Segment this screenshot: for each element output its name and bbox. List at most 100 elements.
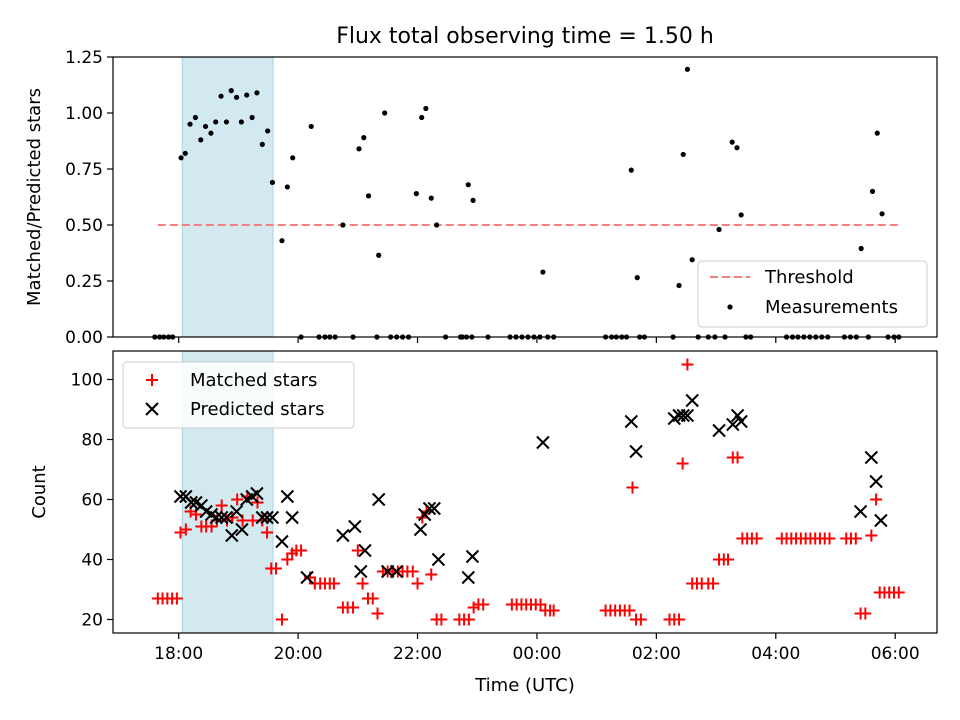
predicted-star-marker xyxy=(354,564,368,579)
measurement-point xyxy=(676,282,682,289)
predicted-star-marker xyxy=(214,510,229,525)
predicted-star-marker xyxy=(372,492,386,507)
predicted-star-marker xyxy=(730,408,745,423)
top-plot-frame xyxy=(112,56,938,338)
predicted-star-marker xyxy=(431,552,446,567)
predicted-star-marker xyxy=(461,570,475,585)
measurement-point xyxy=(218,93,224,99)
predicted-star-marker xyxy=(853,504,868,519)
y-tick-label: 0.25 xyxy=(65,272,103,292)
matched-star-marker xyxy=(673,613,686,626)
measurement-point xyxy=(716,226,722,233)
predicted-star-marker xyxy=(869,474,883,489)
bottom-plot-frame xyxy=(112,350,938,634)
y-tick-label: 0.50 xyxy=(65,216,103,236)
measurement-point xyxy=(874,130,880,136)
legend-matched-swatch xyxy=(146,374,158,386)
top-y-axis-label: Matched/Predicted stars xyxy=(24,88,45,306)
measurement-point xyxy=(423,105,429,112)
matched-star-marker xyxy=(681,358,694,371)
y-tick-label: 0.75 xyxy=(65,160,103,180)
measurement-point xyxy=(376,252,382,258)
predicted-stars-points xyxy=(173,393,888,585)
measurement-point xyxy=(419,114,425,121)
predicted-star-marker xyxy=(629,444,643,459)
x-axis-label: Time (UTC) xyxy=(474,675,575,696)
predicted-star-marker xyxy=(864,450,879,465)
legend-threshold-label: Threshold xyxy=(764,267,854,288)
measurement-point xyxy=(858,245,864,252)
predicted-star-marker xyxy=(336,528,350,543)
matched-star-marker xyxy=(351,544,364,557)
measurement-point xyxy=(223,119,230,125)
measurement-point xyxy=(238,119,244,125)
matched-star-marker xyxy=(411,577,424,590)
predicted-star-marker xyxy=(874,513,888,528)
x-tick-label: 20:00 xyxy=(274,644,323,664)
measurement-point xyxy=(684,66,691,72)
top-legend: Threshold Measurements xyxy=(697,260,928,328)
matched-star-marker xyxy=(477,598,490,611)
x-tick-label: 18:00 xyxy=(154,644,203,664)
predicted-star-marker xyxy=(285,510,299,525)
measurement-point xyxy=(178,155,184,161)
measurement-point xyxy=(265,128,271,134)
measurement-point xyxy=(470,197,476,203)
measurement-point xyxy=(356,146,362,152)
predicted-star-marker xyxy=(680,408,695,423)
y-tick-label: 80 xyxy=(81,431,103,451)
matched-star-marker xyxy=(170,592,183,605)
bottom-axis-ticks: 18:00 20:00 22:00 00:00 02:00 04:00 06:00 20 40 6… xyxy=(71,371,920,665)
predicted-star-marker xyxy=(712,423,726,438)
matched-star-marker xyxy=(849,532,862,545)
measurement-point xyxy=(413,191,419,197)
legend-measurements-swatch xyxy=(727,304,733,310)
measurement-point xyxy=(192,114,198,121)
measurement-point xyxy=(340,222,346,228)
measurement-points xyxy=(152,66,902,340)
predicted-star-marker xyxy=(229,504,244,519)
matched-star-marker xyxy=(870,493,883,506)
legend-predicted-label: Predicted stars xyxy=(190,399,324,420)
matched-star-marker xyxy=(231,493,244,506)
matched-star-marker xyxy=(634,613,647,626)
bottom-legend: Matched stars Predicted stars xyxy=(122,361,355,429)
measurement-point xyxy=(434,222,440,228)
matched-star-marker xyxy=(731,451,744,464)
measurement-point xyxy=(634,275,640,281)
predicted-star-marker xyxy=(536,435,550,450)
measurement-point xyxy=(244,92,250,98)
matched-star-marker xyxy=(626,481,639,494)
predicted-star-marker xyxy=(250,486,264,501)
predicted-star-marker xyxy=(260,510,274,525)
matched-star-marker xyxy=(892,586,905,599)
predicted-star-marker xyxy=(427,501,441,516)
matched-star-marker xyxy=(347,601,360,614)
matched-star-marker xyxy=(215,499,228,512)
predicted-star-marker xyxy=(265,510,280,525)
predicted-star-marker xyxy=(624,414,638,429)
measurement-point xyxy=(465,182,471,188)
measurement-point xyxy=(308,123,314,130)
x-tick-label: 04:00 xyxy=(751,644,800,664)
measurement-point xyxy=(628,167,634,173)
predicted-star-marker xyxy=(235,522,249,537)
matched-star-marker xyxy=(547,604,560,617)
matched-star-marker xyxy=(722,553,735,566)
y-tick-label: 1.25 xyxy=(65,48,103,68)
bottom-y-axis-label: Count xyxy=(29,465,50,518)
measurement-point xyxy=(729,139,735,145)
measurement-point xyxy=(428,195,434,201)
legend-measurements-label: Measurements xyxy=(765,297,898,318)
measurement-point xyxy=(198,137,204,143)
matched-star-marker xyxy=(179,523,192,536)
measurement-point xyxy=(869,188,876,194)
matched-star-marker xyxy=(425,568,438,581)
matched-star-marker xyxy=(623,604,636,617)
legend-predicted-swatch xyxy=(145,402,159,416)
matched-star-marker xyxy=(226,511,239,524)
predicted-star-marker xyxy=(734,414,748,429)
measurement-point xyxy=(259,141,265,147)
top-axis-ticks: 0.00 0.25 0.50 0.75 1.00 1.25 xyxy=(65,48,896,348)
